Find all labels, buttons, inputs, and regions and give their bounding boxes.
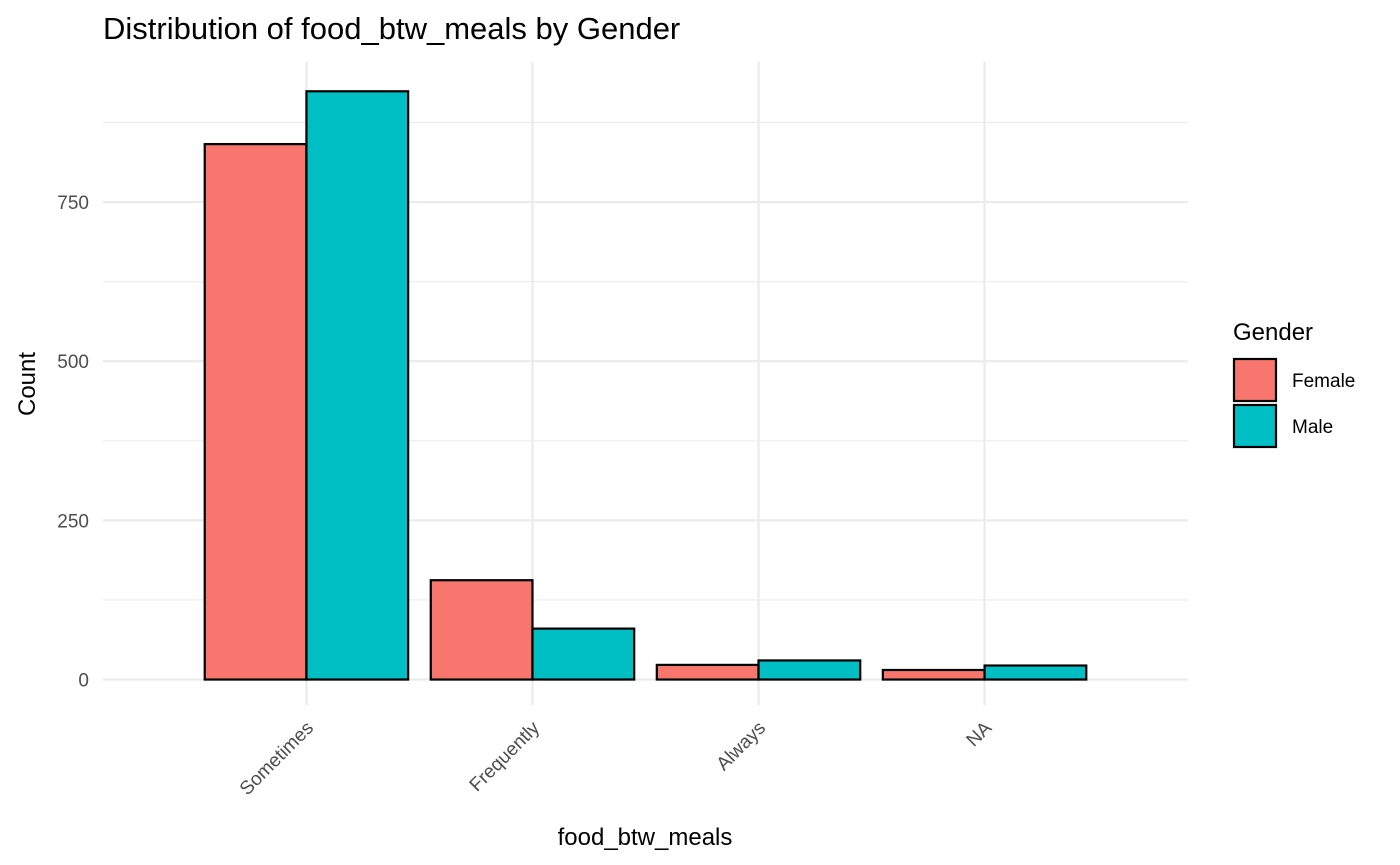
legend-title: Gender [1233, 319, 1313, 346]
legend: Gender Female Male [1232, 319, 1355, 449]
x-tick-label: Always [713, 718, 770, 775]
bar-male-frequently [531, 627, 636, 681]
bars [203, 90, 1088, 681]
bar-male-na [983, 664, 1088, 681]
legend-key-male [1232, 403, 1278, 449]
chart-title: Distribution of food_btw_meals by Gender [103, 11, 680, 46]
y-tick-label: 750 [57, 193, 89, 214]
legend-label-male: Male [1292, 417, 1333, 438]
x-axis-title: food_btw_meals [558, 824, 733, 851]
bar-male-sometimes [305, 90, 410, 681]
y-tick-label: 500 [57, 352, 89, 373]
bar-female-na [881, 668, 986, 681]
x-tick-label: NA [963, 717, 997, 751]
y-tick-label: 250 [57, 511, 89, 532]
x-tick-label: Frequently [466, 717, 545, 796]
bar-female-sometimes [203, 143, 308, 681]
x-axis-ticks: Sometimes Frequently Always NA [236, 717, 996, 799]
y-tick-label: 0 [78, 671, 89, 692]
y-axis-title: Count [14, 352, 41, 416]
bar-male-always [757, 659, 862, 681]
legend-label-female: Female [1292, 371, 1355, 392]
bar-female-frequently [429, 579, 534, 681]
bar-female-always [655, 663, 760, 681]
y-axis-ticks: 0 250 500 750 [57, 193, 89, 691]
x-tick-label: Sometimes [236, 718, 318, 800]
legend-key-female [1232, 357, 1278, 403]
